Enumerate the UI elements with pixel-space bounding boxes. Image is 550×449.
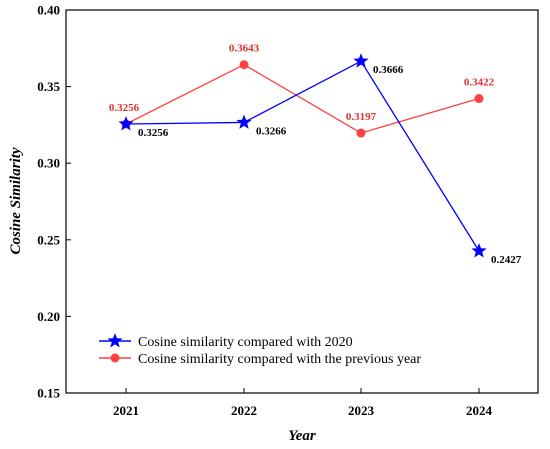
data-point-star xyxy=(118,115,134,131)
y-axis-ticks: 0.15 0.20 0.25 0.30 0.35 0.40 xyxy=(37,3,71,401)
series-line xyxy=(125,60,480,252)
x-tick-label: 2024 xyxy=(466,403,493,418)
y-tick-label: 0.30 xyxy=(37,156,60,171)
x-axis-ticks: 2021 2022 2023 2024 xyxy=(113,388,493,418)
data-point-star xyxy=(353,53,369,68)
x-tick-label: 2023 xyxy=(348,403,375,418)
data-label: 0.3666 xyxy=(373,64,404,76)
y-tick-label: 0.25 xyxy=(37,232,60,247)
data-point-circle xyxy=(474,94,484,104)
legend-circle-icon xyxy=(110,353,120,363)
data-point-circle xyxy=(239,60,249,70)
x-tick-label: 2022 xyxy=(231,403,257,418)
x-axis-title: Year xyxy=(288,428,316,444)
series-2 xyxy=(121,60,484,138)
data-label: 0.3266 xyxy=(256,125,287,137)
data-point-star xyxy=(236,114,252,129)
data-point-circle xyxy=(356,128,366,138)
data-label: 0.3422 xyxy=(464,77,495,89)
x-tick-label: 2021 xyxy=(113,403,139,418)
legend-label-series-1: Cosine similarity compared with 2020 xyxy=(138,335,353,350)
data-label: 0.3197 xyxy=(346,111,377,123)
legend-star-icon xyxy=(107,333,123,348)
data-label: 0.2427 xyxy=(491,254,522,266)
y-axis-title: Cosine Similarity xyxy=(8,147,24,254)
data-label: 0.3256 xyxy=(138,127,169,139)
y-tick-label: 0.20 xyxy=(37,309,60,324)
legend: Cosine similarity compared with 2020 Cos… xyxy=(99,333,421,367)
series-line xyxy=(125,63,480,134)
data-point-star xyxy=(471,242,487,258)
legend-label-series-2: Cosine similarity compared with the prev… xyxy=(138,352,421,367)
data-label: 0.3643 xyxy=(229,43,260,55)
series-1 xyxy=(118,53,487,258)
data-label: 0.3256 xyxy=(109,102,140,114)
y-tick-label: 0.35 xyxy=(37,79,60,94)
plot-frame xyxy=(65,9,539,394)
series-layer: 0.3256 0.3266 0.3666 0.2427 0.3256 0.3643 0.31… xyxy=(109,43,522,266)
y-tick-label: 0.15 xyxy=(37,386,60,401)
y-tick-label: 0.40 xyxy=(37,3,60,18)
